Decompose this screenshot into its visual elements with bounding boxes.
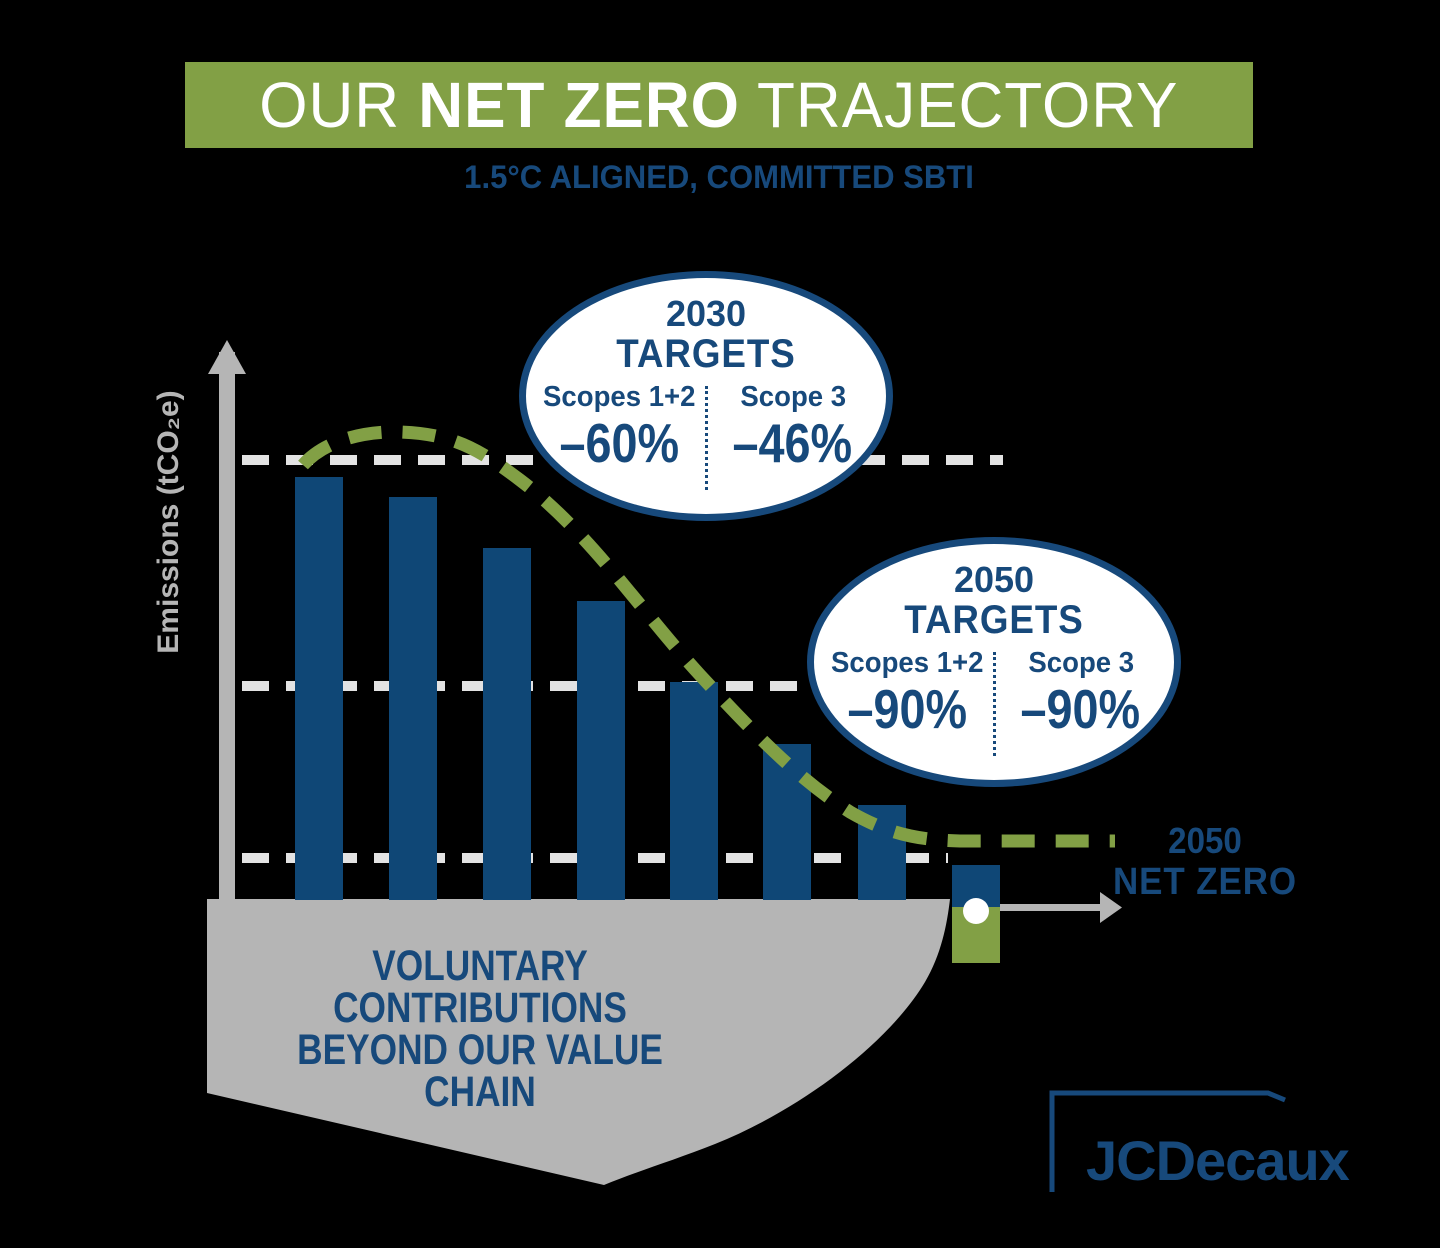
title-pre: OUR (259, 69, 419, 141)
emissions-bar (763, 744, 811, 900)
emissions-bar (389, 497, 437, 900)
targets-bubble-2050: 2050 TARGETS Scopes 1+2 –90% Scope 3 –90… (807, 537, 1181, 787)
jcdecaux-logo: JCDecaux (1086, 1129, 1350, 1192)
y-axis-line (219, 352, 235, 935)
voluntary-line-1: VOLUNTARY CONTRIBUTIONS (333, 942, 627, 1033)
subtitle: 1.5°C ALIGNED, COMMITTED SBTI (464, 159, 974, 195)
logo-bracket (1049, 1090, 1286, 1192)
net-zero-point-group (963, 898, 989, 924)
net-zero-point (963, 898, 989, 924)
y-axis-label: Emissions (tCO₂e) (152, 390, 185, 654)
bubble-heading: TARGETS (616, 332, 796, 376)
x-axis-arrowhead (1100, 892, 1122, 923)
scopes-1-2-column: Scopes 1+2 –90% (822, 646, 993, 756)
net-zero-text: NET ZERO (1112, 861, 1298, 904)
scopes-1-2-target: –60% (559, 411, 680, 474)
scope-3-target: –46% (732, 411, 853, 474)
trajectory-curve-group (298, 425, 1115, 848)
net-zero-endpoint-label: 2050 NET ZERO (1104, 820, 1306, 905)
voluntary-contributions-label: VOLUNTARY CONTRIBUTIONS BEYOND OUR VALUE… (250, 942, 709, 1117)
bubble-columns: Scopes 1+2 –90% Scope 3 –90% (822, 646, 1166, 756)
scope-3-label: Scope 3 (739, 381, 846, 413)
emissions-bar (577, 601, 625, 900)
scopes-1-2-column: Scopes 1+2 –60% (534, 380, 705, 490)
scope-3-column: Scope 3 –46% (708, 380, 879, 490)
column-divider (704, 386, 708, 490)
scopes-1-2-label: Scopes 1+2 (831, 647, 984, 679)
bubble-heading: TARGETS (904, 598, 1084, 642)
scope-3-label: Scope 3 (1027, 647, 1134, 679)
bubble-year: 2050 (953, 559, 1035, 600)
title-banner: OUR NET ZERO TRAJECTORY (185, 62, 1253, 148)
bubble-columns: Scopes 1+2 –60% Scope 3 –46% (534, 380, 878, 490)
trajectory-curve (298, 425, 1115, 848)
title-strong: NET ZERO (418, 69, 741, 141)
y-axis-arrowhead (208, 340, 246, 374)
scope-3-column: Scope 3 –90% (996, 646, 1167, 756)
voluntary-contributions-area (207, 899, 950, 1185)
title-post: TRAJECTORY (740, 69, 1179, 141)
page-title: OUR NET ZERO TRAJECTORY (259, 68, 1178, 142)
net-zero-year: 2050 (1168, 820, 1242, 861)
x-axis-line (990, 904, 1102, 911)
voluntary-line-2: BEYOND OUR VALUE CHAIN (297, 1026, 663, 1117)
bubble-year: 2030 (665, 293, 747, 334)
scopes-1-2-label: Scopes 1+2 (543, 381, 696, 413)
scopes-1-2-target: –90% (847, 677, 968, 740)
emissions-bar (295, 477, 343, 900)
targets-bubble-2030: 2030 TARGETS Scopes 1+2 –60% Scope 3 –46… (519, 271, 893, 521)
column-divider (992, 652, 996, 756)
emissions-bar (483, 548, 531, 900)
emissions-bar (670, 682, 718, 900)
scope-3-target: –90% (1020, 677, 1141, 740)
